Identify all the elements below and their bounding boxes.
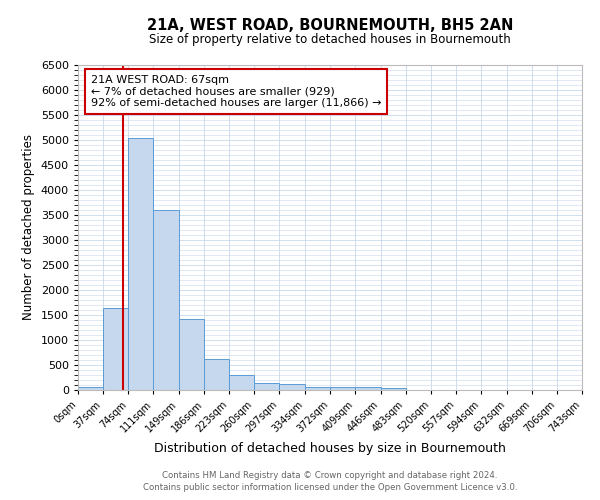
Bar xyxy=(254,382,280,390)
X-axis label: Distribution of detached houses by size in Bournemouth: Distribution of detached houses by size … xyxy=(154,442,506,456)
Bar xyxy=(229,374,254,390)
Bar xyxy=(78,386,103,390)
Text: Contains public sector information licensed under the Open Government Licence v3: Contains public sector information licen… xyxy=(143,484,517,492)
Bar xyxy=(103,308,128,390)
Bar xyxy=(380,388,406,390)
Bar xyxy=(355,387,380,390)
Text: 21A WEST ROAD: 67sqm
← 7% of detached houses are smaller (929)
92% of semi-detac: 21A WEST ROAD: 67sqm ← 7% of detached ho… xyxy=(91,74,381,108)
Bar xyxy=(204,359,229,390)
Text: Size of property relative to detached houses in Bournemouth: Size of property relative to detached ho… xyxy=(149,32,511,46)
Bar xyxy=(128,138,153,390)
Bar xyxy=(305,387,331,390)
Bar xyxy=(331,387,355,390)
Text: Contains HM Land Registry data © Crown copyright and database right 2024.: Contains HM Land Registry data © Crown c… xyxy=(162,471,498,480)
Bar xyxy=(280,384,305,390)
Y-axis label: Number of detached properties: Number of detached properties xyxy=(22,134,35,320)
Bar xyxy=(179,319,204,390)
Bar xyxy=(153,210,179,390)
Text: 21A, WEST ROAD, BOURNEMOUTH, BH5 2AN: 21A, WEST ROAD, BOURNEMOUTH, BH5 2AN xyxy=(147,18,513,32)
